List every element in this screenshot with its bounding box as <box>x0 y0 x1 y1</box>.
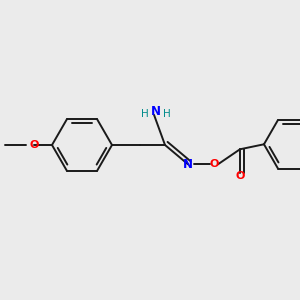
Text: H: H <box>141 109 149 119</box>
Text: O: O <box>29 140 39 150</box>
Text: N: N <box>151 105 161 119</box>
Text: H: H <box>163 109 171 119</box>
Text: O: O <box>209 159 219 169</box>
Text: O: O <box>235 171 244 181</box>
Text: N: N <box>183 158 193 171</box>
